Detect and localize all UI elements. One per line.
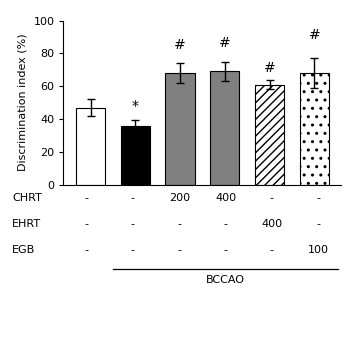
Y-axis label: Discrimination index (%): Discrimination index (%) — [18, 34, 28, 171]
Text: 200: 200 — [169, 193, 190, 203]
Text: #: # — [264, 61, 275, 75]
Text: -: - — [131, 245, 135, 255]
Text: #: # — [308, 28, 320, 42]
Text: 100: 100 — [308, 245, 329, 255]
Text: -: - — [316, 193, 320, 203]
Text: #: # — [219, 36, 231, 50]
Text: *: * — [132, 99, 139, 113]
Text: EGB: EGB — [12, 245, 36, 255]
Text: -: - — [316, 219, 320, 229]
Bar — [255, 84, 284, 185]
Text: 400: 400 — [261, 219, 283, 229]
Bar — [300, 73, 329, 185]
Bar — [210, 71, 239, 185]
Text: -: - — [84, 193, 89, 203]
Bar — [121, 126, 150, 185]
Text: -: - — [84, 245, 89, 255]
Text: EHRT: EHRT — [12, 219, 42, 229]
Text: 400: 400 — [215, 193, 236, 203]
Text: -: - — [270, 193, 274, 203]
Text: -: - — [224, 245, 228, 255]
Bar — [76, 107, 105, 185]
Text: -: - — [270, 245, 274, 255]
Text: -: - — [84, 219, 89, 229]
Text: -: - — [224, 219, 228, 229]
Bar — [165, 73, 195, 185]
Text: -: - — [131, 219, 135, 229]
Text: -: - — [177, 219, 181, 229]
Text: -: - — [131, 193, 135, 203]
Text: #: # — [174, 38, 186, 52]
Text: BCCAO: BCCAO — [206, 275, 245, 285]
Text: CHRT: CHRT — [12, 193, 42, 203]
Text: -: - — [177, 245, 181, 255]
